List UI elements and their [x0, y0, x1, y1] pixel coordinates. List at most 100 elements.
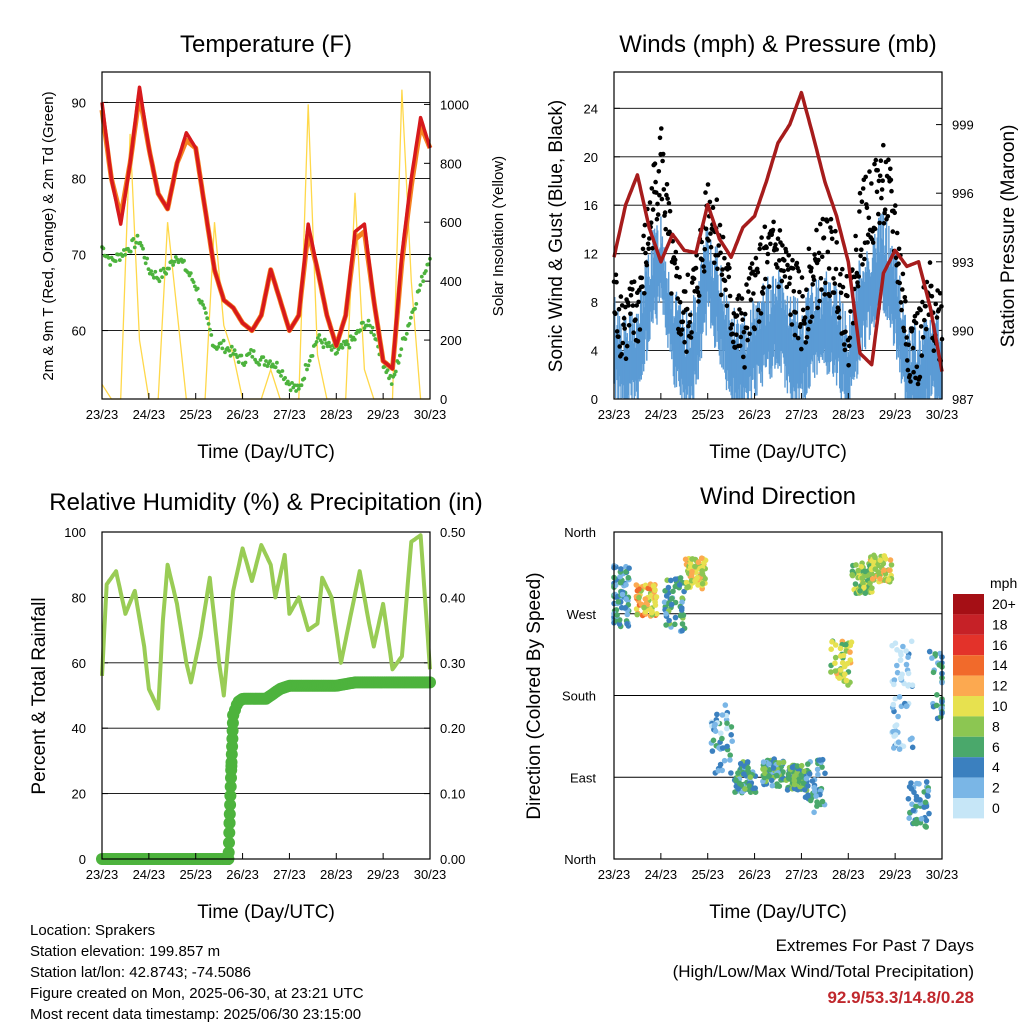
- gust-point: [795, 335, 801, 341]
- gust-point: [911, 369, 916, 375]
- direction-point: [623, 569, 629, 575]
- gust-point: [845, 293, 850, 299]
- gust-point: [896, 246, 902, 252]
- gust-point: [905, 358, 910, 363]
- direction-point: [719, 745, 726, 751]
- wind-ytick-label: 16: [584, 198, 598, 213]
- direction-point: [680, 612, 687, 618]
- gust-point: [715, 266, 720, 272]
- gust-point: [641, 233, 646, 239]
- dewpoint-point: [396, 361, 401, 365]
- gust-point: [649, 186, 655, 191]
- pressure-ylabel: Station Pressure (Maroon): [998, 125, 1019, 348]
- gust-point: [744, 282, 749, 287]
- gust-point: [718, 250, 723, 256]
- gust-point: [831, 276, 836, 281]
- dewpoint-point: [160, 275, 165, 279]
- direction-point: [860, 580, 866, 586]
- gust-point: [728, 326, 733, 331]
- direction-point: [744, 759, 751, 765]
- dewpoint-point: [419, 274, 424, 279]
- humidity-xlabel: Time (Day/UTC): [197, 902, 335, 923]
- gust-point: [785, 262, 790, 268]
- direction-point: [672, 576, 679, 582]
- direction-point: [645, 585, 651, 592]
- gust-point: [708, 244, 714, 250]
- temperature-xtick-label: 30/23: [414, 407, 447, 422]
- gust-point: [761, 285, 766, 290]
- direction-point: [800, 780, 807, 786]
- dewpoint-point: [157, 279, 162, 284]
- dewpoint-point: [172, 259, 177, 264]
- gust-point: [751, 291, 756, 296]
- direction-point: [784, 787, 791, 793]
- gust-point: [742, 311, 748, 317]
- direction-plot-frame: [613, 531, 943, 860]
- gust-point: [750, 269, 756, 275]
- direction-point: [906, 815, 912, 821]
- dewpoint-point: [346, 342, 350, 347]
- direction-point: [616, 621, 623, 627]
- direction-point: [806, 771, 813, 777]
- gust-point: [739, 311, 744, 316]
- direction-point: [868, 570, 875, 577]
- gust-point: [812, 252, 817, 257]
- gust-point: [691, 276, 697, 282]
- legend-label: 4: [992, 759, 1000, 775]
- direction-ylabel: Direction (Colored By Speed): [524, 572, 545, 819]
- rain-point: [224, 798, 237, 811]
- gust-point: [623, 356, 629, 362]
- gust-point: [886, 157, 891, 163]
- gust-point: [816, 257, 821, 263]
- gust-point: [662, 210, 668, 215]
- dewpoint-point: [268, 359, 272, 363]
- gust-point: [792, 332, 798, 338]
- gust-point: [644, 262, 650, 268]
- gust-point: [881, 142, 886, 148]
- gust-point: [804, 335, 810, 340]
- gust-point: [652, 161, 658, 166]
- rain-point: [223, 826, 236, 839]
- legend-label: 2: [992, 780, 1000, 796]
- direction-point: [769, 782, 776, 789]
- gust-point: [815, 305, 820, 311]
- gust-point: [852, 274, 858, 280]
- direction-point: [892, 695, 899, 702]
- dewpoint-point: [366, 318, 371, 323]
- gust-point: [882, 207, 888, 212]
- gust-point: [696, 299, 701, 304]
- gust-point: [914, 364, 920, 370]
- gust-point: [915, 311, 920, 316]
- dewpoint-point: [283, 376, 287, 380]
- gust-point: [744, 325, 750, 331]
- direction-point: [615, 599, 622, 605]
- gust-point: [755, 269, 761, 275]
- gust-point: [810, 282, 815, 287]
- direction-point: [721, 757, 728, 764]
- direction-point: [844, 660, 851, 667]
- dewpoint-point: [296, 387, 301, 391]
- gust-point: [705, 182, 711, 187]
- gust-point: [687, 320, 692, 325]
- gust-point: [742, 365, 747, 370]
- legend-title: mph: [990, 575, 1017, 591]
- direction-point: [654, 611, 660, 617]
- direction-xtick-label: 27/23: [785, 867, 818, 882]
- direction-point: [652, 587, 658, 593]
- gust-point: [766, 284, 772, 289]
- gust-point: [823, 280, 828, 286]
- direction-point: [862, 573, 868, 579]
- gust-point: [896, 261, 901, 267]
- gust-point: [703, 226, 709, 232]
- gust-point: [827, 293, 832, 299]
- direction-point: [890, 701, 897, 708]
- temperature-ytick-label: 90: [72, 95, 86, 110]
- gust-point: [894, 230, 900, 236]
- direction-point: [885, 577, 892, 583]
- gust-point: [780, 243, 785, 248]
- gust-point: [655, 201, 660, 207]
- gust-point: [637, 327, 643, 332]
- gust-point: [929, 283, 934, 289]
- temperature-xtick-label: 24/23: [133, 407, 166, 422]
- gust-point: [900, 287, 905, 292]
